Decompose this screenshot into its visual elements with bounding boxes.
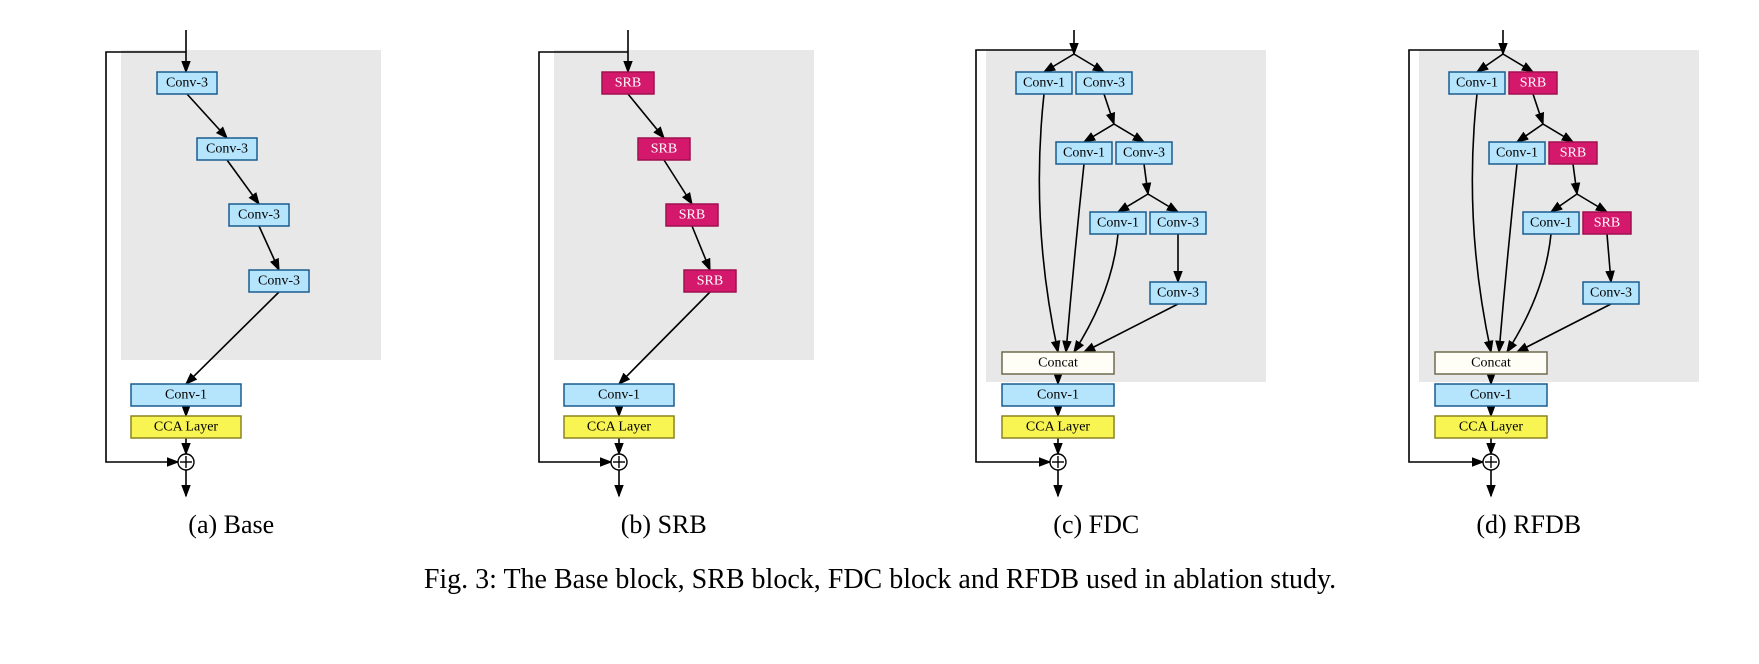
- box-label-cat: Concat: [1038, 356, 1078, 371]
- box-label-l2a: Conv-1: [1063, 146, 1105, 161]
- box-label-l3a: Conv-1: [1530, 216, 1572, 231]
- box-label-cca: CCA Layer: [154, 420, 218, 435]
- box-label-l1a: Conv-1: [1456, 76, 1498, 91]
- box-label-cv1: Conv-1: [1470, 388, 1512, 403]
- box-label-cv1: Conv-1: [165, 388, 207, 403]
- panel-rfdb: Conv-1 SRB Conv-1 SRB Conv-1 SRB Conv-3 Concat C…: [1329, 20, 1729, 540]
- sublabel-rfdb: (d) RFDB: [1329, 510, 1729, 540]
- box-label-l3b: Conv-3: [1157, 216, 1199, 231]
- box-label-l1a: Conv-1: [1023, 76, 1065, 91]
- panel-base: Conv-3Conv-3Conv-3Conv-3Conv-1CCA Layer …: [31, 20, 431, 540]
- box-label-l2b: SRB: [1560, 146, 1586, 161]
- box-label-s1: SRB: [615, 76, 641, 91]
- box-label-l2b: Conv-3: [1123, 146, 1165, 161]
- box-label-l4: Conv-3: [1590, 286, 1632, 301]
- box-label-s3: SRB: [679, 208, 705, 223]
- box-label-cca: CCA Layer: [587, 420, 651, 435]
- sublabel-fdc: (c) FDC: [896, 510, 1296, 540]
- figure-caption: Fig. 3: The Base block, SRB block, FDC b…: [20, 564, 1740, 596]
- diagram-rfdb: Conv-1 SRB Conv-1 SRB Conv-1 SRB Conv-3 Concat C…: [1349, 20, 1709, 500]
- diagram-srb: SRB SRB SRB SRB Conv-1 CCA Layer: [484, 20, 844, 500]
- box-label-l2a: Conv-1: [1496, 146, 1538, 161]
- sublabel-base: (a) Base: [31, 510, 431, 540]
- box-label-c2: Conv-3: [206, 142, 248, 157]
- box-label-l4: Conv-3: [1157, 286, 1199, 301]
- box-label-cca: CCA Layer: [1459, 420, 1523, 435]
- box-label-l1b: Conv-3: [1083, 76, 1125, 91]
- box-label-cv1: Conv-1: [1037, 388, 1079, 403]
- box-label-cat: Concat: [1471, 356, 1511, 371]
- box-label-l3b: SRB: [1594, 216, 1620, 231]
- figure: Conv-3Conv-3Conv-3Conv-3Conv-1CCA Layer …: [20, 20, 1740, 596]
- panel-fdc: Conv-1 Conv-3 Conv-1 Conv-3 Conv-1 Conv-3 Conv…: [896, 20, 1296, 540]
- box-label-s4: SRB: [697, 274, 723, 289]
- box-label-s2: SRB: [651, 142, 677, 157]
- box-label-cv1: Conv-1: [598, 388, 640, 403]
- sublabel-srb: (b) SRB: [464, 510, 864, 540]
- diagram-base: Conv-3 Conv-3 Conv-3 Conv-3 Conv-1 CCA Layer: [51, 20, 411, 500]
- box-label-c3: Conv-3: [238, 208, 280, 223]
- diagram-fdc: Conv-1 Conv-3 Conv-1 Conv-3 Conv-1 Conv-3 Conv…: [916, 20, 1276, 500]
- box-label-l3a: Conv-1: [1097, 216, 1139, 231]
- box-label-cca: CCA Layer: [1026, 420, 1090, 435]
- box-label-c4: Conv-3: [258, 274, 300, 289]
- box-label-l1b: SRB: [1520, 76, 1546, 91]
- box-label-c1: Conv-3: [166, 76, 208, 91]
- panel-srb: SRB SRB SRB SRB Conv-1 CCA Layer (b) SRB: [464, 20, 864, 540]
- panel-row: Conv-3Conv-3Conv-3Conv-3Conv-1CCA Layer …: [20, 20, 1740, 540]
